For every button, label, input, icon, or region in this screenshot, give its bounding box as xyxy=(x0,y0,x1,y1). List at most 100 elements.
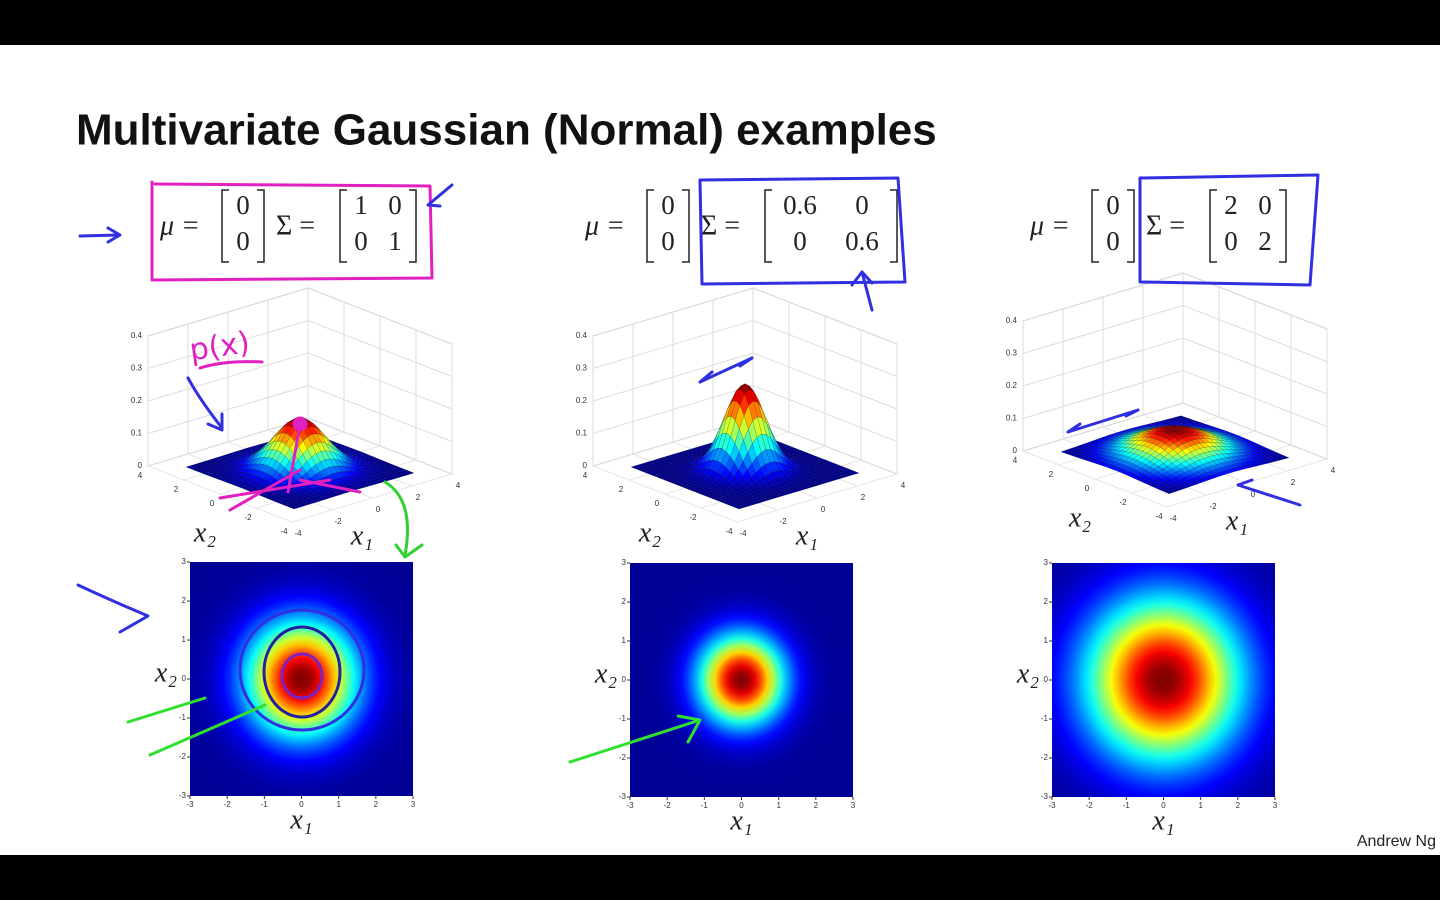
grid-line xyxy=(592,287,898,345)
matrix-entry: 0.6 xyxy=(783,190,817,220)
x2-tick-label: 1 xyxy=(1044,636,1049,645)
pen-arrow xyxy=(568,714,702,764)
matrix-entry: 0 xyxy=(1258,190,1272,220)
z-tick-label: 0.4 xyxy=(1006,316,1018,325)
x1-tick-label: 2 xyxy=(814,801,819,810)
x1-tick-label: 1 xyxy=(1198,801,1203,810)
x1-tick-label: 2 xyxy=(1291,478,1296,487)
x2-tick-label: -1 xyxy=(619,714,627,723)
pen-arrow xyxy=(426,183,454,208)
z-tick-label: 0.2 xyxy=(131,396,143,405)
x1-tick-label: 3 xyxy=(411,800,416,809)
x1-tick-label: 3 xyxy=(1273,801,1278,810)
x2-tick-label: 2 xyxy=(619,485,624,494)
z-tick-label: 0.3 xyxy=(131,364,143,373)
matrix-entry: 0 xyxy=(793,226,807,256)
grid-line xyxy=(1022,304,1328,362)
pen-arrow xyxy=(1066,408,1140,434)
x2-tick-label: -1 xyxy=(1041,714,1049,723)
x2-tick-label: 0 xyxy=(622,675,627,684)
matrix-entry: 0 xyxy=(354,226,368,256)
x1-tick-label: -2 xyxy=(224,800,232,809)
pen-arrow xyxy=(698,356,754,384)
x2-axis-label: x₂ xyxy=(594,658,617,689)
pen-box xyxy=(1138,173,1320,287)
sigma-label: Σ = xyxy=(276,210,315,241)
x1-tick-label: 1 xyxy=(776,801,781,810)
matrix-entry: 0 xyxy=(661,226,675,256)
heatmap xyxy=(1052,563,1275,797)
matrix-entry: 1 xyxy=(388,226,402,256)
x1-axis-label: x₁ xyxy=(289,804,312,835)
matrix-entry: 0 xyxy=(1106,190,1120,220)
x2-tick-label: 0 xyxy=(655,499,660,508)
x1-tick-label: -1 xyxy=(701,801,709,810)
bracket xyxy=(1127,189,1135,263)
bracket xyxy=(257,189,265,263)
grid-line xyxy=(147,417,453,475)
z-tick-label: 0 xyxy=(1013,446,1018,455)
x1-axis-label: x₁ xyxy=(1151,805,1174,836)
mu-label: μ = xyxy=(584,210,625,241)
pen-annotations xyxy=(76,173,1320,764)
x2-tick-label: 2 xyxy=(174,485,179,494)
x2-tick-label: -2 xyxy=(244,513,252,522)
pen-contour xyxy=(262,625,342,719)
z-tick-label: 0.1 xyxy=(131,429,143,438)
z-tick-label: 0.4 xyxy=(576,331,588,340)
x2-tick-label: 0 xyxy=(1085,484,1090,493)
grid-line xyxy=(291,473,453,523)
heatmap xyxy=(630,563,853,797)
x2-tick-label: -3 xyxy=(1041,792,1049,801)
x1-tick-label: 2 xyxy=(416,493,421,502)
x1-tick-label: 0 xyxy=(376,505,381,514)
x1-axis-label: x₁ xyxy=(795,520,818,551)
x2-tick-label: -2 xyxy=(689,513,697,522)
x2-tick-label: -2 xyxy=(1119,498,1127,507)
x2-tick-label: 1 xyxy=(182,635,187,644)
x1-tick-label: 1 xyxy=(336,800,341,809)
x2-tick-label: 3 xyxy=(622,558,627,567)
grid-line xyxy=(147,287,453,345)
pen-arrow xyxy=(383,480,424,559)
x2-tick-label: -2 xyxy=(179,752,187,761)
x2-tick-label: -3 xyxy=(619,792,627,801)
x1-tick-label: -4 xyxy=(739,529,747,538)
bracket xyxy=(646,189,654,263)
x1-tick-label: -4 xyxy=(294,529,302,538)
x1-tick-label: 2 xyxy=(374,800,379,809)
bracket xyxy=(1209,189,1217,263)
z-tick-label: 0.1 xyxy=(576,429,588,438)
x1-tick-label: 4 xyxy=(1331,466,1336,475)
x2-tick-label: -4 xyxy=(725,527,733,536)
surface-cell xyxy=(734,505,744,510)
x1-tick-label: 2 xyxy=(1236,801,1241,810)
x2-tick-label: -2 xyxy=(1041,753,1049,762)
matrix-entry: 1 xyxy=(354,190,368,220)
matrix-entry: 0 xyxy=(1224,226,1238,256)
x2-tick-label: 0 xyxy=(210,499,215,508)
pen-underline xyxy=(198,360,264,370)
x1-tick-label: -2 xyxy=(1086,801,1094,810)
panels: μ =00 Σ =1001-4-2024-4-202400.10.20.30.4x… xyxy=(131,189,1336,836)
z-tick-label: 0.2 xyxy=(1006,381,1018,390)
grid-line xyxy=(147,319,453,377)
x1-tick-label: -3 xyxy=(186,800,194,809)
grid-line xyxy=(1022,402,1328,460)
surface-cell xyxy=(1164,490,1174,494)
x1-tick-label: -2 xyxy=(779,517,787,526)
x1-axis-label: x₁ xyxy=(729,805,752,836)
x1-axis-label: x₁ xyxy=(1225,505,1248,536)
x2-tick-label: -4 xyxy=(280,527,288,536)
matrix-entry: 0.6 xyxy=(845,226,879,256)
bracket xyxy=(1091,189,1099,263)
bottom-bar xyxy=(0,855,1440,900)
x2-tick-label: 4 xyxy=(1013,456,1018,465)
z-tick-label: 0.3 xyxy=(1006,349,1018,358)
x1-tick-label: -4 xyxy=(1169,514,1177,523)
z-tick-label: 0.3 xyxy=(576,364,588,373)
mu-label: μ = xyxy=(159,210,200,241)
matrix-entry: 2 xyxy=(1258,226,1272,256)
x1-tick-label: -3 xyxy=(1048,801,1056,810)
